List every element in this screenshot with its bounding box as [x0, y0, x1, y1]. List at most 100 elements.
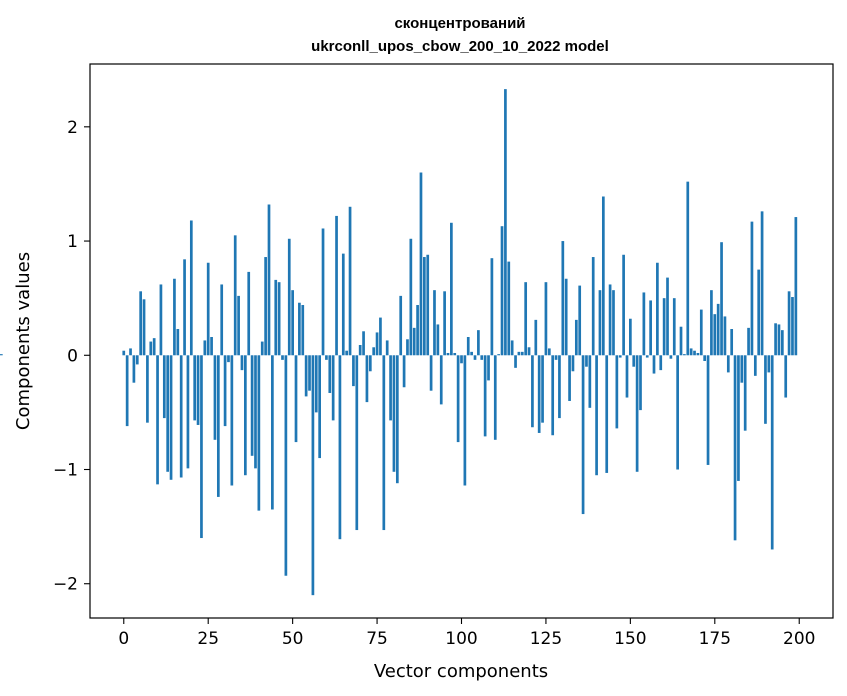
- bar-100: [460, 355, 463, 364]
- bar-193: [774, 323, 777, 356]
- bar-0: [122, 350, 126, 356]
- bar-65: [341, 253, 345, 356]
- bar-123: [537, 355, 541, 433]
- bar-149: [625, 355, 629, 398]
- bar-78: [385, 340, 389, 356]
- bar-197: [787, 291, 791, 356]
- bar-146: [615, 355, 619, 429]
- bar-69: [355, 355, 359, 531]
- bar-109: [490, 258, 494, 356]
- bar-95: [443, 291, 446, 356]
- bar-127: [551, 355, 555, 436]
- bar-179: [726, 355, 730, 373]
- bar-167: [686, 181, 690, 356]
- bar-2: [129, 348, 132, 356]
- bar-175: [713, 314, 717, 356]
- bar-48: [284, 355, 288, 576]
- bar-112: [500, 226, 504, 356]
- bar-58: [318, 355, 321, 459]
- bar-157: [652, 355, 656, 374]
- bar-13: [166, 355, 170, 472]
- bar-142: [601, 196, 605, 356]
- bar-164: [676, 355, 679, 470]
- x-tick-label: 150: [614, 629, 646, 649]
- bar-39: [254, 355, 257, 469]
- bar-56: [311, 355, 315, 596]
- bar-114: [507, 261, 511, 356]
- bar-126: [547, 348, 551, 356]
- bar-16: [176, 329, 180, 356]
- bar-130: [561, 241, 565, 356]
- x-tick-label: 25: [197, 629, 219, 649]
- bar-125: [544, 282, 548, 356]
- bar-63: [335, 215, 338, 356]
- bar-6: [142, 299, 146, 356]
- bar-92: [433, 290, 436, 356]
- bar-141: [598, 290, 602, 356]
- bar-119: [524, 282, 528, 356]
- y-tick-label: −1: [53, 461, 78, 481]
- bar-143: [605, 355, 609, 473]
- bar-140: [595, 355, 598, 476]
- bar-190: [764, 355, 767, 424]
- bar-88: [419, 172, 423, 356]
- bar-116: [514, 355, 517, 368]
- bar-101: [463, 355, 467, 486]
- bar-undefined: [0, 354, 3, 356]
- bar-147: [618, 355, 622, 358]
- bar-46: [277, 282, 281, 356]
- bar-159: [659, 355, 663, 371]
- bar-57: [314, 355, 318, 413]
- bar-45: [274, 279, 278, 356]
- bar-10: [156, 355, 159, 485]
- y-axis-label: Components values: [13, 252, 34, 430]
- bar-122: [534, 319, 538, 356]
- bar-148: [622, 254, 625, 356]
- bar-37: [247, 271, 251, 356]
- bar-93: [436, 324, 440, 356]
- bar-68: [352, 355, 355, 387]
- bar-177: [720, 242, 723, 356]
- bar-152: [635, 355, 639, 472]
- bar-124: [541, 355, 544, 423]
- y-tick-label: 2: [67, 118, 78, 138]
- bar-199: [794, 217, 798, 356]
- chart-title-line-2: ukrconll_upos_cbow_200_10_2022 model: [311, 38, 609, 55]
- bar-83: [402, 355, 406, 388]
- bar-31: [227, 355, 230, 363]
- bar-136: [581, 355, 585, 515]
- bar-22: [196, 355, 200, 425]
- bar-14: [169, 355, 173, 480]
- bar-54: [304, 355, 308, 397]
- bar-121: [531, 355, 534, 428]
- bar-113: [504, 89, 507, 356]
- bar-174: [710, 290, 713, 356]
- bar-180: [730, 329, 734, 356]
- x-axis-ticks: 0 25 50 75 100 125 150 175 200: [118, 618, 815, 649]
- x-tick-label: 100: [445, 629, 477, 649]
- bar-94: [439, 355, 443, 405]
- bar-80: [392, 355, 396, 472]
- bar-29: [220, 284, 224, 356]
- bar-160: [662, 298, 666, 356]
- bar-173: [706, 355, 710, 465]
- bar-20: [189, 220, 193, 356]
- bar-23: [200, 355, 203, 539]
- bar-26: [210, 337, 213, 356]
- bar-17: [179, 355, 183, 478]
- bar-117: [517, 351, 521, 356]
- bar-7: [146, 355, 149, 423]
- y-axis-ticks: −2 −1 0 1 2: [53, 118, 90, 595]
- bar-30: [223, 355, 227, 427]
- bar-162: [669, 355, 673, 359]
- bar-33: [233, 235, 237, 356]
- bar-192: [770, 355, 774, 550]
- bar-84: [406, 339, 409, 356]
- bar-98: [453, 352, 457, 356]
- bar-155: [645, 355, 649, 358]
- bar-156: [649, 300, 652, 356]
- x-tick-label: 175: [699, 629, 731, 649]
- bar-86: [412, 327, 416, 356]
- bar-104: [473, 355, 477, 360]
